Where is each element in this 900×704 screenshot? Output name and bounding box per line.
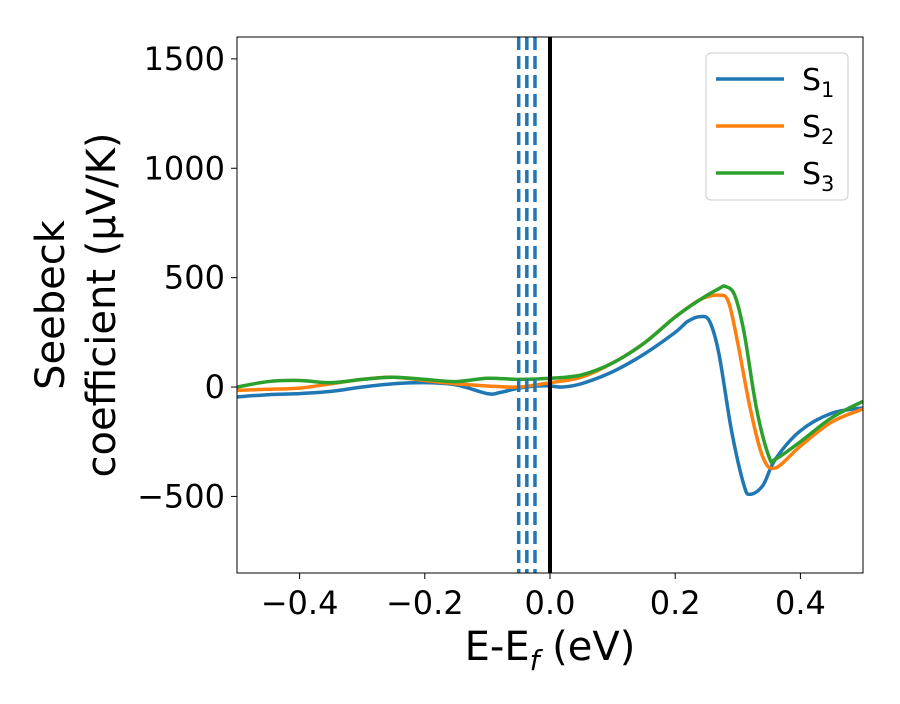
y-tick-label: 1500	[144, 40, 225, 78]
y-tick-label: −500	[137, 477, 225, 515]
x-tick-label: −0.4	[261, 584, 339, 622]
x-tick-label: 0.4	[775, 584, 826, 622]
legend-label: S1	[802, 63, 834, 102]
series-line-3	[237, 284, 863, 464]
legend: S1 S2 S3	[705, 52, 849, 201]
x-tick-label: 0.2	[650, 584, 701, 622]
y-tick-label: 0	[205, 368, 225, 406]
axes-frame	[236, 36, 864, 574]
y-axis-label-line1: Seebeck	[28, 219, 74, 390]
y-tick-label: 500	[164, 259, 225, 297]
axis-ticks: −0.4 −0.2 0.0 0.2 0.4 −500 0 500 1000 1500	[137, 40, 826, 622]
y-tick-label: 1000	[144, 149, 225, 187]
x-tick-label: 0.0	[525, 584, 576, 622]
y-axis-label-line2: coefficient (μV/K)	[79, 133, 125, 478]
legend-label: S2	[802, 110, 834, 149]
x-axis-label: E-Ef (eV)	[465, 624, 636, 677]
series-line-1	[237, 314, 863, 497]
legend-label: S3	[802, 157, 834, 196]
plot-area	[237, 37, 863, 573]
x-tick-label: −0.2	[386, 584, 464, 622]
